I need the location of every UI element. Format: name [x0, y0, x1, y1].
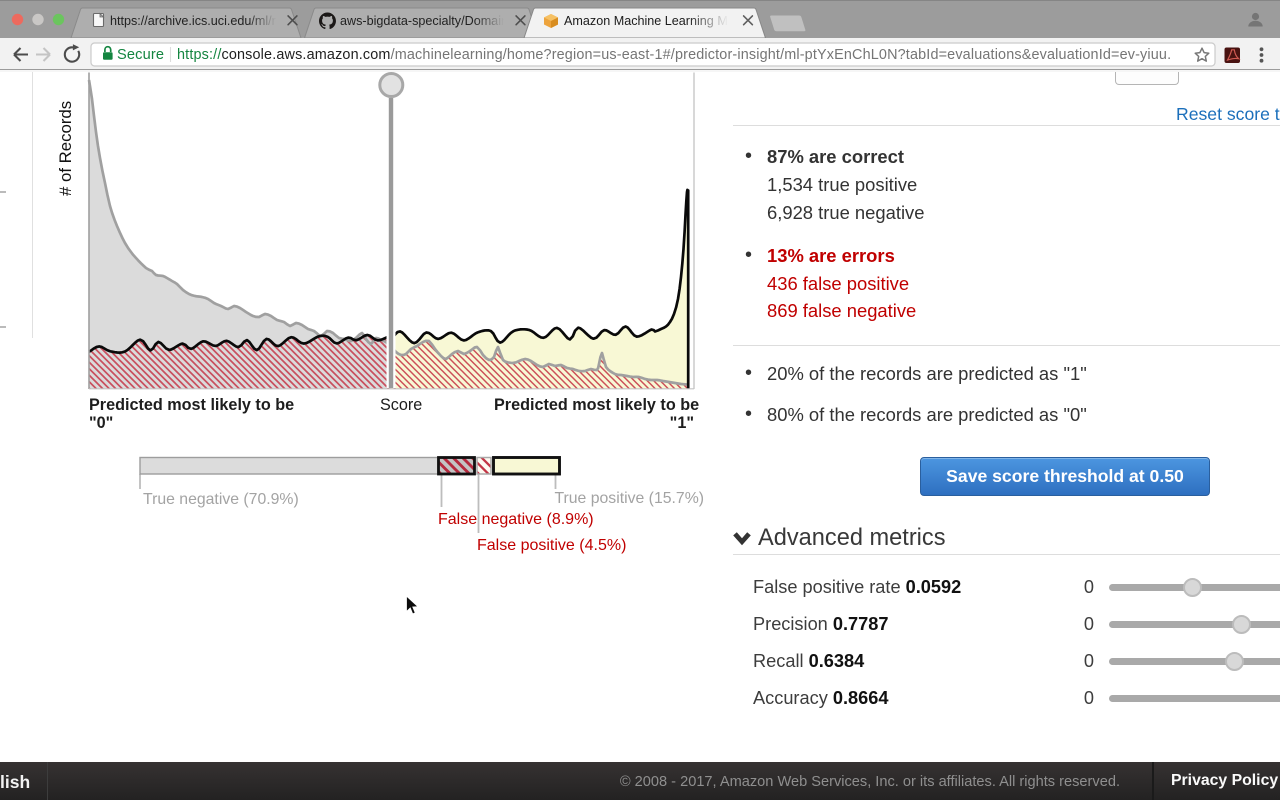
svg-text:# of Records: # of Records [56, 101, 75, 196]
svg-text:https://archive.ics.uci.edu/ml: https://archive.ics.uci.edu/ml/m [110, 14, 282, 28]
svg-text:aws-bigdata-specialty/Domain-: aws-bigdata-specialty/Domain- [340, 14, 512, 28]
